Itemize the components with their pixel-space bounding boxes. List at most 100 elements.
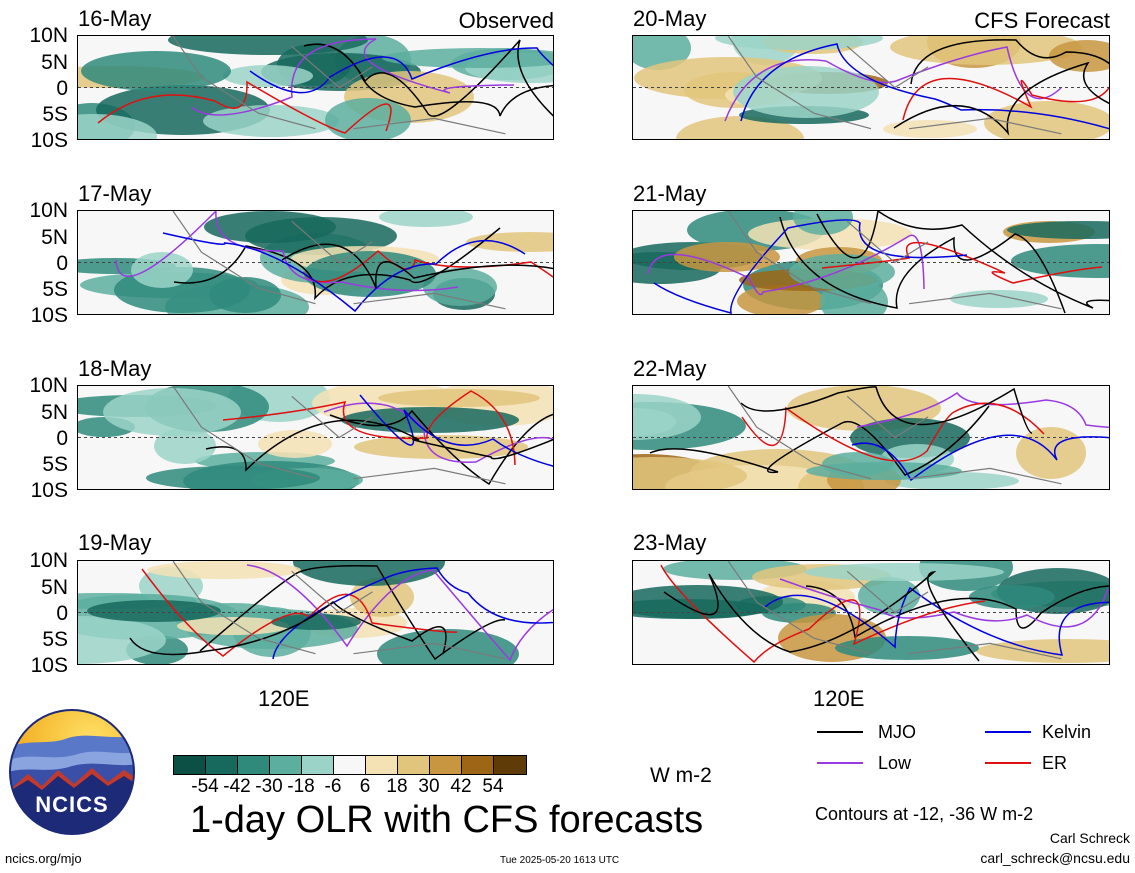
site-url: ncics.org/mjo <box>5 851 82 866</box>
olr-anomaly-blob <box>633 408 676 436</box>
colorbar-swatch <box>430 756 462 774</box>
legend-label-er: ER <box>1042 753 1068 773</box>
colorbar-tick-label: -54 <box>191 776 219 797</box>
wave-contour <box>821 241 1103 284</box>
coastline <box>172 211 506 310</box>
colorbar-tick-label: 6 <box>359 776 371 797</box>
olr-anomaly-blob <box>789 254 895 290</box>
colorbar-tick-label: 42 <box>450 776 472 797</box>
wave-contour <box>205 419 553 472</box>
lat-label: 5N <box>41 51 68 74</box>
lat-label: 0 <box>56 77 68 100</box>
timestamp: Tue 2025-05-20 1613 UTC <box>500 855 620 866</box>
lat-label: 5S <box>42 278 68 301</box>
panel-date-23-may: 23-May <box>633 530 707 555</box>
olr-anomaly-blob <box>168 36 368 55</box>
olr-field <box>633 36 1109 139</box>
colorbar <box>173 755 527 775</box>
colorbar-unit: W m-2 <box>650 764 712 787</box>
lat-label: 5S <box>42 628 68 651</box>
observed-label: Observed <box>458 8 554 33</box>
author-name: Carl Schreck <box>1049 830 1130 846</box>
lat-label: 5N <box>41 576 68 599</box>
wave-contour <box>329 409 553 486</box>
lat-label: 10N <box>29 549 68 572</box>
olr-field <box>78 561 553 664</box>
author-email: carl_schreck@ncsu.edu <box>980 850 1130 866</box>
olr-field <box>633 561 1109 664</box>
wave-contour <box>246 564 553 662</box>
coastline <box>727 36 1062 135</box>
wave-contour <box>816 211 1109 309</box>
wave-contour <box>660 564 986 664</box>
lat-label: 0 <box>56 427 68 450</box>
wave-contour <box>358 70 553 117</box>
olr-anomaly-blob <box>379 211 473 227</box>
lat-label: 10S <box>30 129 68 152</box>
olr-anomaly-blob <box>177 617 289 635</box>
wave-contour <box>893 61 1109 136</box>
olr-anomaly-blob <box>1049 40 1109 72</box>
olr-anomaly-blob <box>378 389 540 407</box>
olr-anomaly-blob <box>131 252 193 288</box>
olr-field <box>78 386 553 489</box>
olr-anomaly-blob <box>87 600 221 622</box>
olr-anomaly-blob <box>804 563 1004 581</box>
map-panel-20-may <box>632 35 1110 140</box>
lat-label: 5S <box>42 103 68 126</box>
map-panel-17-may <box>77 210 554 315</box>
olr-anomaly-blob <box>633 599 766 619</box>
colorbar-swatch <box>494 756 526 774</box>
olr-anomaly-blob <box>1007 221 1109 239</box>
olr-anomaly-blob <box>633 457 747 489</box>
wave-contour <box>805 585 1109 639</box>
legend-line-er <box>985 762 1031 764</box>
wave-contour <box>779 578 1109 628</box>
colorbar-swatch <box>206 756 238 774</box>
wave-contour <box>724 46 1062 122</box>
panel-date-18-may: 18-May <box>78 356 152 381</box>
panel-date-20-may: 20-May <box>633 6 707 31</box>
wave-contour <box>129 600 447 656</box>
wave-contour <box>323 402 553 463</box>
wave-contour <box>910 39 1109 85</box>
olr-anomaly-blob <box>737 285 825 314</box>
panel-date-16-may: 16-May <box>78 6 152 31</box>
contours-note: Contours at -12, -36 W m-2 <box>815 804 1034 824</box>
lat-label: 10S <box>30 479 68 502</box>
olr-anomaly-blob <box>674 242 780 272</box>
wave-contour <box>249 47 553 94</box>
wave-contour <box>97 80 392 134</box>
wave-contour <box>359 394 553 467</box>
panel-date-17-may: 17-May <box>78 181 152 206</box>
lat-label: 10S <box>30 654 68 677</box>
colorbar-swatch <box>334 756 366 774</box>
olr-field <box>78 36 553 139</box>
colorbar-tick-label: -18 <box>287 776 315 797</box>
colorbar-tick-label: -30 <box>255 776 283 797</box>
panel-date-19-may: 19-May <box>78 530 152 555</box>
legend-label-mjo: MJO <box>878 722 916 742</box>
colorbar-tick-label: -6 <box>324 776 342 797</box>
coastline <box>727 386 1062 485</box>
wave-contour <box>173 227 501 301</box>
wave-contour <box>191 38 515 116</box>
figure-title: 1-day OLR with CFS forecasts <box>190 799 704 841</box>
coastline <box>172 386 506 485</box>
lat-label: 0 <box>56 602 68 625</box>
colorbar-swatch <box>174 756 206 774</box>
legend-line-kelvin <box>985 731 1031 733</box>
map-panel-19-may <box>77 560 554 665</box>
coastline <box>727 561 1062 660</box>
wave-contour <box>647 234 925 296</box>
colorbar-tick-label: 18 <box>386 776 408 797</box>
colorbar-swatch <box>462 756 494 774</box>
olr-anomaly-blob <box>806 462 962 480</box>
olr-anomaly-blob <box>245 217 397 255</box>
map-panel-21-may <box>632 210 1110 315</box>
lat-label: 5N <box>41 401 68 424</box>
legend-label-kelvin: Kelvin <box>1042 722 1092 742</box>
panel-date-22-may: 22-May <box>633 356 707 381</box>
olr-anomaly-blob <box>890 36 1082 65</box>
legend-label-low: Low <box>878 753 912 773</box>
